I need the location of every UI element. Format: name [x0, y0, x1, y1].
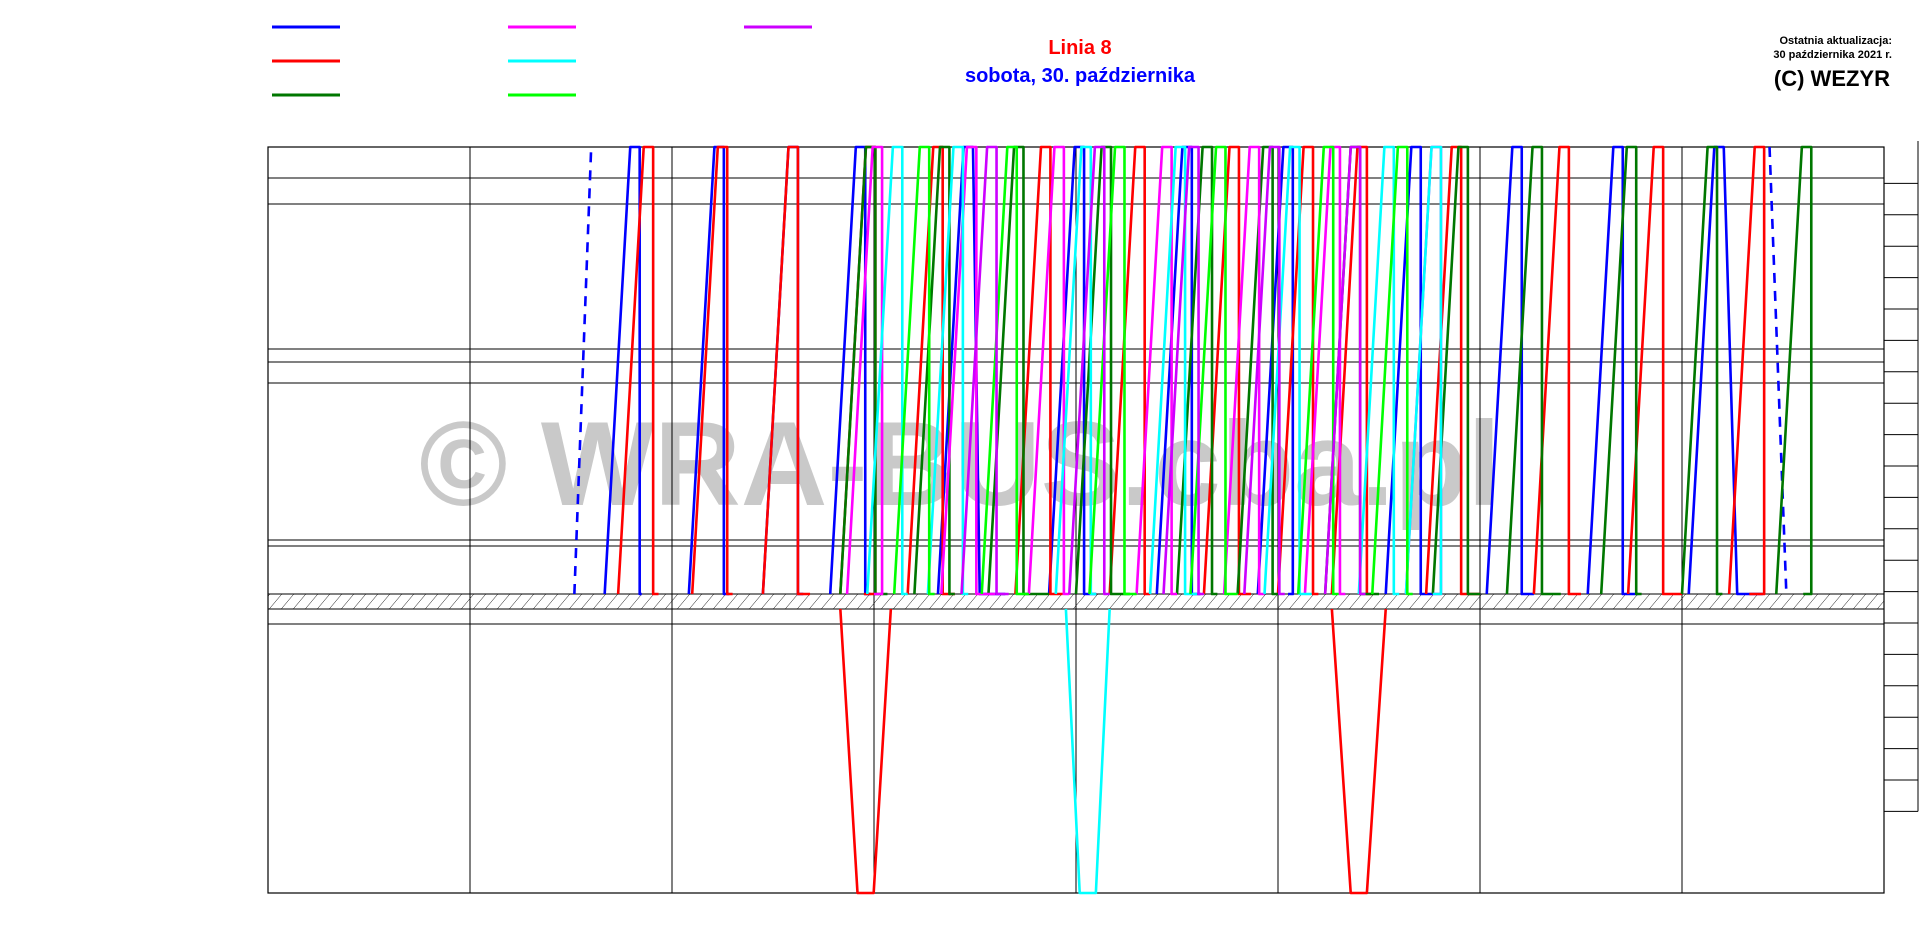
trip-line [892, 145, 935, 596]
trip-line [603, 145, 642, 596]
trip-line [1067, 145, 1110, 596]
trip-line [1054, 145, 1097, 596]
trip-line [1404, 145, 1443, 596]
trip-line [1135, 145, 1177, 596]
trip-line [1680, 145, 1723, 596]
trip-line [1148, 145, 1198, 596]
trip-line [1774, 145, 1813, 596]
trip-line [1202, 145, 1252, 596]
trip-line [761, 145, 811, 596]
trip-line [1505, 145, 1561, 596]
trip-dashed [573, 146, 593, 595]
trip-line [1027, 145, 1070, 596]
trip-line [960, 145, 1009, 596]
trip-line [1323, 145, 1366, 596]
trip-line [1303, 145, 1346, 596]
trip-line [1175, 145, 1218, 596]
trip-line [1384, 145, 1433, 596]
trip-line [1162, 145, 1204, 596]
goledzin-trip [1330, 608, 1388, 895]
chart-title: Linia 8 [1048, 37, 1111, 59]
trip-line [913, 145, 955, 596]
trip-dashed [1768, 146, 1788, 595]
update-date: 30 października 2021 r. [1773, 49, 1892, 61]
trip-line [1243, 145, 1285, 596]
trip-line [690, 145, 733, 596]
trip-line [616, 145, 659, 596]
trip-line [1222, 145, 1265, 596]
update-label: Ostatnia aktualizacja: [1780, 35, 1893, 47]
trip-line [1626, 145, 1682, 596]
trip-line [1431, 145, 1480, 596]
trip-line [1189, 145, 1238, 596]
trip-line [1088, 145, 1137, 596]
trip-line [865, 145, 908, 596]
trip-line [980, 145, 1029, 596]
trip-line [1485, 145, 1534, 596]
trip-line [987, 145, 1050, 596]
legend [272, 25, 812, 97]
trip-line [1532, 145, 1581, 596]
trip-line [845, 145, 884, 596]
trip-line [1727, 145, 1766, 596]
trip-line [1014, 145, 1063, 596]
trip-line [1074, 145, 1130, 596]
trip-line [926, 145, 969, 596]
trip-line [1599, 145, 1642, 596]
plot-area [573, 145, 1813, 895]
trip-line [1108, 145, 1151, 596]
trip-line [1263, 145, 1312, 596]
goledzin-trip [839, 608, 893, 895]
watermark: © WRA-BUS.cba.pl [419, 397, 1501, 531]
trip-line [1687, 145, 1763, 596]
goledzin-trip [1064, 608, 1111, 895]
chart-subtitle: sobota, 30. października [965, 65, 1196, 87]
trip-line [1586, 145, 1639, 596]
copyright: (C) WEZYR [1774, 66, 1890, 91]
trip-line [1370, 145, 1413, 596]
trip-line [1296, 145, 1339, 596]
trip-line [1276, 145, 1319, 596]
trip-line [1357, 145, 1400, 596]
